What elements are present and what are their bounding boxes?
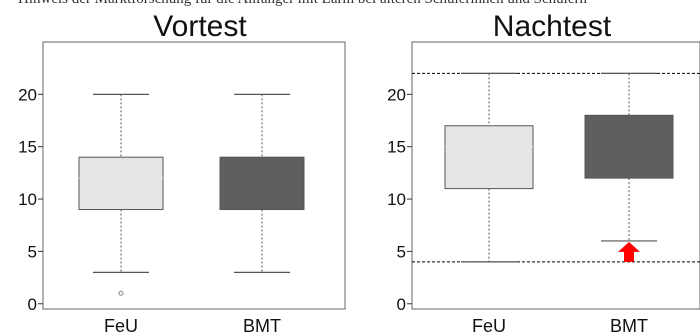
- panel-1-plot-frame: [42, 41, 346, 310]
- panel-2-feu-box: [444, 125, 534, 190]
- panel-2-title: Nachtest: [493, 10, 612, 43]
- panel-2-y-tick-label-10: 10: [387, 190, 406, 209]
- panel-2-y-tick-label-5: 5: [397, 242, 406, 261]
- panel-1-feu-outlier-1: [118, 290, 124, 296]
- panel-1-y-tick-label-0: 0: [28, 295, 37, 314]
- panel-1-category-label-bmt: BMT: [243, 316, 281, 336]
- panel-1-category-label-feu: FeU: [104, 316, 138, 336]
- panel-1-feu-box: [78, 156, 164, 211]
- panel-2-category-label-feu: FeU: [472, 316, 506, 336]
- panel-1-y-tick-label-5: 5: [28, 242, 37, 261]
- panel-1-y-tick-label-10: 10: [18, 190, 37, 209]
- panel-2-plot-frame: [411, 41, 700, 310]
- panel-2-y-tick-label-20: 20: [387, 85, 406, 104]
- panel-1-y-tick-label-15: 15: [18, 138, 37, 157]
- panel-2-y-tick-label-0: 0: [397, 295, 406, 314]
- panel-2-red-arrow-icon: [618, 241, 640, 262]
- clipped-header-text: Hinweis der Marktforschung für die Anfän…: [0, 0, 700, 14]
- panel-1-title: Vortest: [153, 10, 247, 43]
- panel-2-category-label-bmt: BMT: [610, 316, 648, 336]
- panel-1-bmt-box: [219, 156, 305, 211]
- panel-1-y-tick-label-20: 20: [18, 85, 37, 104]
- panel-2-y-tick-label-15: 15: [387, 138, 406, 157]
- header-fragment: Hinweis der Marktforschung für die Anfän…: [18, 0, 587, 8]
